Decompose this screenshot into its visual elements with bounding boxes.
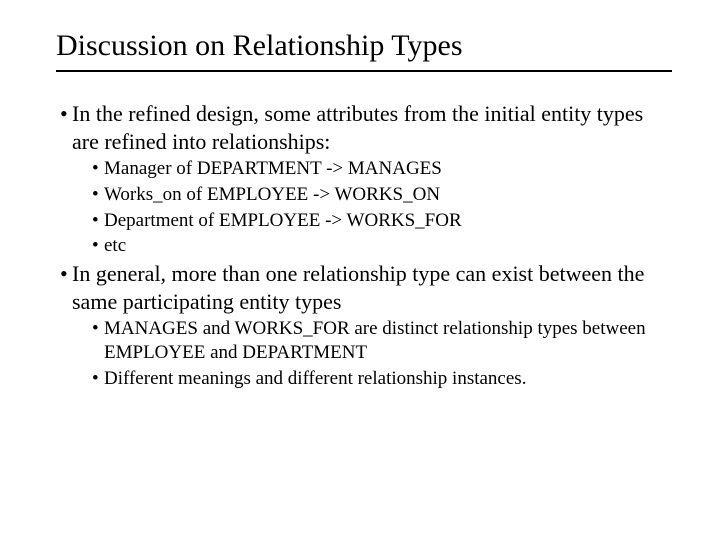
bullet-text: etc [104, 235, 126, 256]
bullet-icon: • [92, 157, 104, 181]
title-underline [56, 70, 672, 72]
bullet-icon: • [60, 100, 72, 128]
bullet-text: Manager of DEPARTMENT -> MANAGES [104, 158, 442, 179]
bullet-lvl1: •In the refined design, some attributes … [56, 100, 672, 155]
bullet-icon: • [92, 234, 104, 258]
bullet-lvl2: •Different meanings and different relati… [56, 367, 672, 391]
slide-title: Discussion on Relationship Types [56, 28, 672, 64]
bullet-text: Different meanings and different relatio… [104, 368, 526, 389]
bullet-lvl2: •Department of EMPLOYEE -> WORKS_FOR [56, 209, 672, 233]
bullet-lvl2: •MANAGES and WORKS_FOR are distinct rela… [56, 317, 672, 365]
bullet-lvl1: •In general, more than one relationship … [56, 260, 672, 315]
bullet-lvl2: •Manager of DEPARTMENT -> MANAGES [56, 157, 672, 181]
bullet-icon: • [92, 209, 104, 233]
bullet-text: In general, more than one relationship t… [72, 261, 644, 314]
bullet-text: Works_on of EMPLOYEE -> WORKS_ON [104, 184, 440, 205]
bullet-lvl2: •Works_on of EMPLOYEE -> WORKS_ON [56, 183, 672, 207]
bullet-icon: • [92, 183, 104, 207]
bullet-icon: • [92, 367, 104, 391]
bullet-icon: • [60, 260, 72, 288]
bullet-lvl2: •etc [56, 234, 672, 258]
slide: Discussion on Relationship Types •In the… [0, 0, 720, 540]
bullet-icon: • [92, 317, 104, 341]
bullet-text: MANAGES and WORKS_FOR are distinct relat… [104, 318, 646, 363]
bullet-text: Department of EMPLOYEE -> WORKS_FOR [104, 210, 462, 231]
bullet-text: In the refined design, some attributes f… [72, 101, 643, 154]
